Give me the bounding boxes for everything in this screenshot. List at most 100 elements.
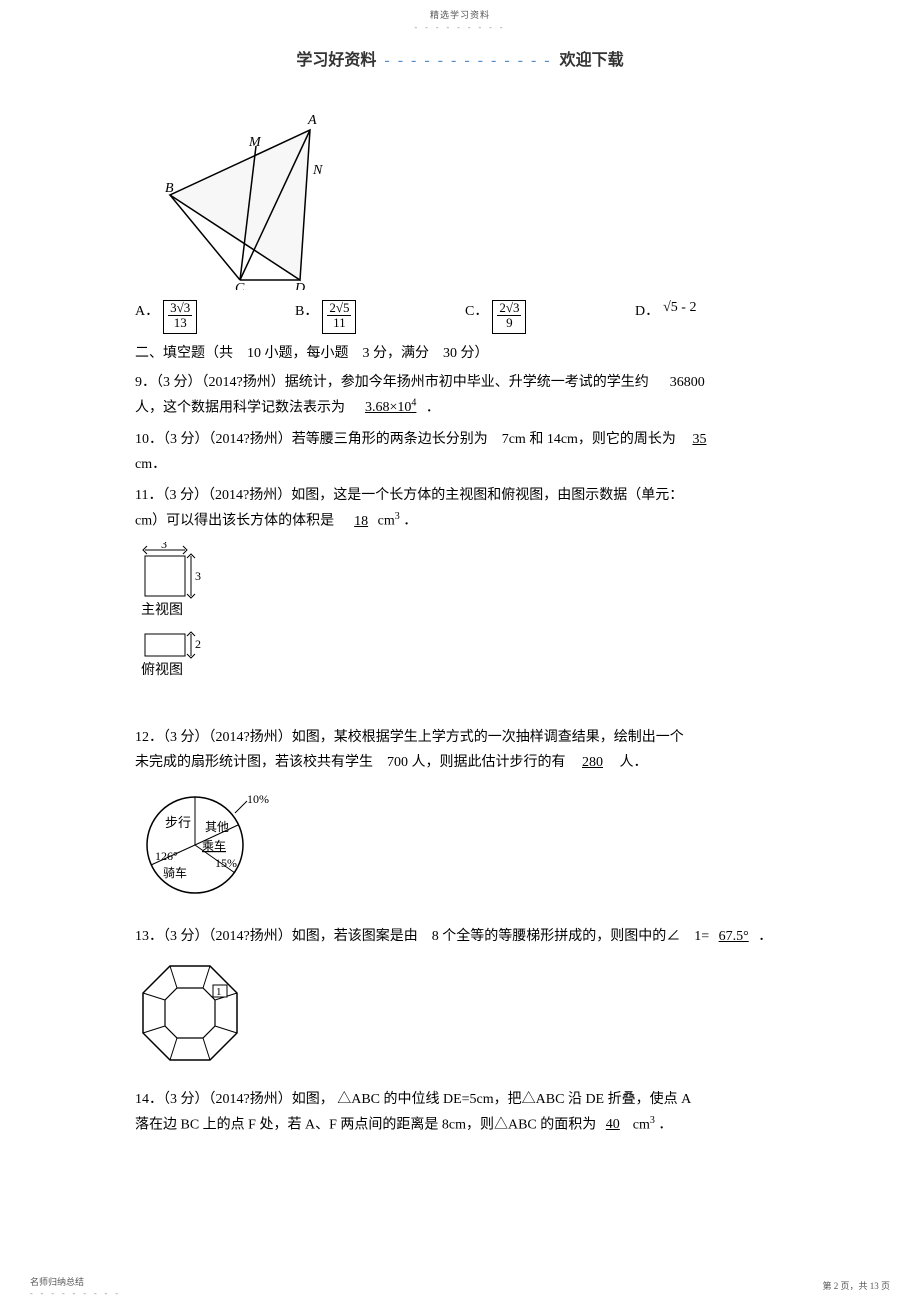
pie-bus-pct: 15% bbox=[215, 856, 237, 870]
q10-answer: 35 bbox=[686, 432, 712, 447]
views-figure: 3 3 主视图 2 俯视图 bbox=[135, 542, 785, 717]
top-rect bbox=[145, 634, 185, 656]
footer-right: 第 2 页，共 13 页 bbox=[822, 1279, 890, 1292]
main-dim-w: 3 bbox=[161, 542, 167, 551]
header-left: 学习好资料 bbox=[296, 52, 376, 69]
q13-end: ． bbox=[758, 929, 772, 944]
octagon-svg: 1 bbox=[135, 958, 245, 1068]
option-b: B． 2√5 11 bbox=[295, 300, 465, 334]
q12-answer: 280 bbox=[576, 755, 609, 770]
q11-l2a: cm）可以得出该长方体的体积是 bbox=[135, 514, 334, 529]
pie-svg: 步行 其他 10% 乘车 15% 126° 骑车 bbox=[135, 785, 295, 905]
q11-end: ． bbox=[403, 514, 417, 529]
pie-bike-angle: 126° bbox=[155, 849, 178, 863]
q10-a: 10．（3 分）（2014?扬州）若等腰三角形的两条边长分别为 bbox=[135, 432, 488, 447]
label-d: D bbox=[294, 281, 305, 290]
q10-mid: 7cm 和 14cm，则它的周长为 bbox=[502, 432, 676, 447]
page: 精选学习资料 - - - - - - - - - 学习好资料 - - - - -… bbox=[0, 0, 920, 1308]
pie-figure: 步行 其他 10% 乘车 15% 126° 骑车 bbox=[135, 785, 785, 910]
triangle-figure: A M N B C D bbox=[165, 110, 785, 290]
q12-people: 700 人，则据此估计步行的有 bbox=[387, 755, 566, 770]
q9: 9．（3 分）（2014?扬州）据统计，参加今年扬州市初中毕业、升学统一考试的学… bbox=[135, 370, 785, 421]
q14-l2a: 落在边 BC 上的点 F 处，若 A、F 两点间的距离是 8cm，则△ABC 的… bbox=[135, 1117, 596, 1132]
q13-angle: 1= bbox=[694, 929, 709, 944]
page-header: 学习好资料 - - - - - - - - - - - - - 欢迎下载 bbox=[135, 46, 785, 70]
option-a-num: 3√3 bbox=[168, 301, 192, 316]
footer-left-text: 名师归纳总结 bbox=[30, 1277, 84, 1287]
q13-mid: 8 个全等的等腰梯形拼成的，则图中的∠ bbox=[432, 929, 681, 944]
q9-l2a: 人，这个数据用科学记数法表示为 bbox=[135, 400, 345, 415]
main-dim-h: 3 bbox=[195, 569, 201, 583]
q12-l2a: 未完成的扇形统计图，若该校共有学生 bbox=[135, 755, 373, 770]
pie-bike: 骑车 bbox=[163, 865, 187, 880]
q10: 10．（3 分）（2014?扬州）若等腰三角形的两条边长分别为 7cm 和 14… bbox=[135, 427, 785, 477]
top-small-text: 精选学习资料 bbox=[135, 8, 785, 21]
q11: 11．（3 分）（2014?扬州）如图，这是一个长方体的主视图和俯视图，由图示数… bbox=[135, 483, 785, 534]
footer-left-dots: - - - - - - - - - bbox=[30, 1289, 121, 1298]
option-d: D． √5 - 2 bbox=[635, 300, 696, 320]
q11-unit: cm bbox=[378, 514, 395, 529]
q12-l2b: 人． bbox=[620, 755, 648, 770]
q9-answer: 3.68×104 bbox=[359, 400, 422, 415]
options-row: A． 3√3 13 B． 2√5 11 C． 2√3 9 D． √5 - 2 bbox=[135, 300, 785, 334]
octagon-inner bbox=[165, 988, 215, 1038]
q13: 13．（3 分）（2014?扬州）如图，若该图案是由 8 个全等的等腰梯形拼成的… bbox=[135, 924, 785, 949]
q14-unit: cm bbox=[633, 1117, 650, 1132]
option-b-num: 2√5 bbox=[327, 301, 351, 316]
option-b-letter: B． bbox=[295, 300, 318, 320]
q14-l1a: 14．（3 分）（2014?扬州）如图， bbox=[135, 1092, 334, 1107]
option-d-letter: D． bbox=[635, 300, 659, 320]
option-b-den: 11 bbox=[327, 316, 351, 330]
option-a-letter: A． bbox=[135, 300, 159, 320]
q11-answer: 18 bbox=[348, 514, 374, 529]
q14: 14．（3 分）（2014?扬州）如图， △ABC 的中位线 DE=5cm，把△… bbox=[135, 1087, 785, 1138]
top-label: 俯视图 bbox=[141, 662, 183, 678]
option-a-frac: 3√3 13 bbox=[163, 300, 197, 334]
q14-end: ． bbox=[658, 1117, 672, 1132]
option-a-den: 13 bbox=[168, 316, 192, 330]
label-b: B bbox=[165, 181, 174, 196]
q13-a: 13．（3 分）（2014?扬州）如图，若该图案是由 bbox=[135, 929, 418, 944]
pie-leader bbox=[235, 801, 247, 813]
q14-l1b: △ABC 的中位线 DE=5cm，把△ABC 沿 DE 折叠，使点 A bbox=[337, 1092, 691, 1107]
option-c-frac: 2√3 9 bbox=[492, 300, 526, 334]
q11-l1: 11．（3 分）（2014?扬州）如图，这是一个长方体的主视图和俯视图，由图示数… bbox=[135, 488, 683, 503]
triangle-svg: A M N B C D bbox=[165, 110, 335, 290]
octagon-figure: 1 bbox=[135, 958, 785, 1073]
option-c: C． 2√3 9 bbox=[465, 300, 635, 334]
option-c-letter: C． bbox=[465, 300, 488, 320]
q12: 12．（3 分）（2014?扬州）如图，某校根据学生上学方式的一次抽样调查结果，… bbox=[135, 725, 785, 775]
label-n: N bbox=[312, 163, 323, 178]
q9-l1a: 9．（3 分）（2014?扬州）据统计，参加今年扬州市初中毕业、升学统一考试的学… bbox=[135, 375, 649, 390]
q14-sup: 3 bbox=[650, 1115, 655, 1126]
pie-other-pct: 10% bbox=[247, 792, 269, 806]
q9-answer-sup: 4 bbox=[411, 398, 416, 409]
header-dashes: - - - - - - - - - - - - - bbox=[384, 52, 551, 69]
section2-title: 二、填空题（共 10 小题，每小题 3 分，满分 30 分） bbox=[135, 342, 785, 362]
q13-answer: 67.5° bbox=[713, 929, 755, 944]
footer-left: 名师归纳总结 - - - - - - - - - bbox=[30, 1275, 121, 1298]
header-right: 欢迎下载 bbox=[560, 52, 624, 69]
q9-l2b: ． bbox=[426, 400, 440, 415]
top-dots: - - - - - - - - - bbox=[135, 23, 785, 32]
angle1-label: 1 bbox=[216, 986, 222, 998]
q11-sup: 3 bbox=[395, 511, 400, 522]
option-c-num: 2√3 bbox=[497, 301, 521, 316]
q10-b: cm． bbox=[135, 457, 166, 472]
q9-answer-base: 3.68×10 bbox=[365, 400, 411, 415]
pie-other: 其他 bbox=[205, 820, 229, 834]
option-a: A． 3√3 13 bbox=[135, 300, 295, 334]
label-m: M bbox=[248, 135, 262, 150]
q14-answer: 40 bbox=[600, 1117, 626, 1132]
views-svg: 3 3 主视图 2 俯视图 bbox=[135, 542, 245, 712]
q12-l1: 12．（3 分）（2014?扬州）如图，某校根据学生上学方式的一次抽样调查结果，… bbox=[135, 730, 684, 745]
label-a: A bbox=[307, 113, 317, 128]
label-c: C bbox=[235, 281, 245, 290]
option-b-frac: 2√5 11 bbox=[322, 300, 356, 334]
option-c-den: 9 bbox=[497, 316, 521, 330]
top-dim-h: 2 bbox=[195, 637, 201, 651]
main-label: 主视图 bbox=[141, 602, 183, 618]
triangle-amb bbox=[170, 130, 310, 280]
main-rect bbox=[145, 556, 185, 596]
pie-walk: 步行 bbox=[165, 815, 191, 830]
